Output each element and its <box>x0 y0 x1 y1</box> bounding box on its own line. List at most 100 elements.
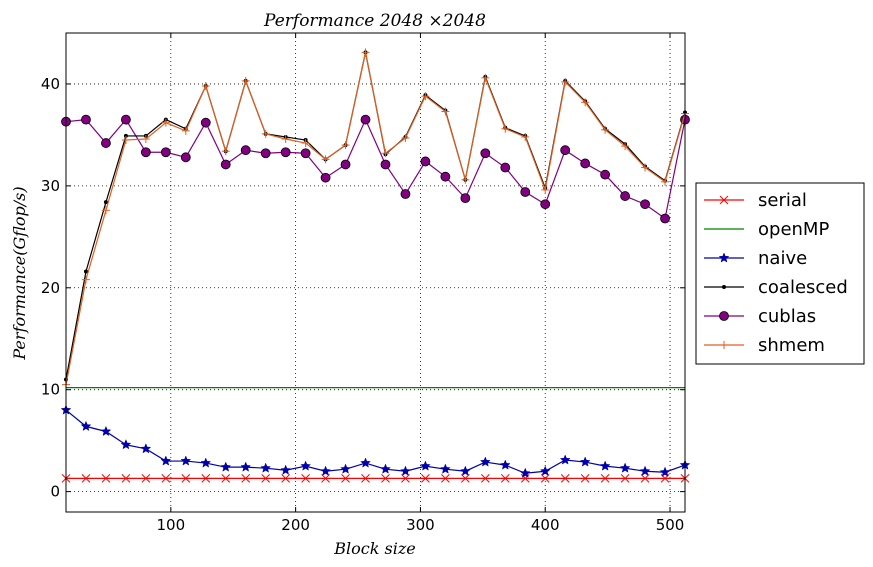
data-point-naive <box>300 460 312 471</box>
data-point-cublas <box>460 193 471 204</box>
marker-stroke <box>381 474 390 483</box>
data-point-naive <box>360 457 371 468</box>
data-point-naive <box>499 459 511 470</box>
marker-stroke <box>161 474 171 483</box>
legend-label: naive <box>758 248 807 269</box>
data-point-serial <box>461 474 470 483</box>
data-point-serial <box>81 474 91 483</box>
data-point-cublas <box>660 213 670 224</box>
data-point-serial <box>580 474 590 483</box>
data-point-naive <box>420 460 431 471</box>
legend-marker <box>718 252 730 263</box>
data-point-cublas <box>400 189 411 199</box>
legend-box <box>695 182 865 365</box>
data-point-naive <box>479 456 491 467</box>
legend-entry-coalesced: coalesced <box>704 277 848 298</box>
data-point-naive <box>340 463 351 474</box>
data-point-serial <box>181 474 191 483</box>
data-point-cublas <box>600 169 611 180</box>
data-point-naive <box>519 467 531 478</box>
data-point-shmem <box>201 81 210 90</box>
data-point-shmem <box>281 134 290 143</box>
data-point-coalesced <box>83 269 88 274</box>
legend-marker <box>719 195 729 205</box>
chart-title: Performance 2048 ×2048 <box>263 11 486 31</box>
legend-marker <box>719 311 729 321</box>
marker-stroke <box>141 474 151 483</box>
y-tick-label: 30 <box>41 177 60 195</box>
series-shmem <box>62 48 689 389</box>
data-point-cublas <box>260 148 271 159</box>
data-point-naive <box>559 454 571 465</box>
data-point-naive <box>180 455 192 466</box>
series-cublas <box>61 114 690 224</box>
legend-label: coalesced <box>758 277 848 298</box>
data-point-cublas <box>520 187 531 197</box>
legend-entry-openMP: openMP <box>704 219 829 240</box>
data-point-naive <box>140 443 152 454</box>
marker-stroke <box>480 474 490 483</box>
marker-stroke <box>201 474 211 483</box>
data-point-shmem <box>241 76 250 85</box>
data-point-serial <box>540 474 550 483</box>
legend-entry-shmem: shmem <box>704 335 825 356</box>
data-point-naive <box>80 420 92 431</box>
data-point-serial <box>161 474 171 483</box>
data-point-shmem <box>441 107 450 116</box>
data-point-serial <box>500 474 510 483</box>
legend: serial openMP naive coalesced cublas shmem <box>695 182 865 365</box>
marker-stroke <box>640 474 650 483</box>
data-point-naive <box>260 462 272 473</box>
marker-stroke <box>281 474 290 483</box>
data-point-coalesced <box>123 133 128 138</box>
data-point-serial <box>281 474 290 483</box>
data-point-shmem <box>261 129 270 138</box>
data-point-serial <box>321 474 330 483</box>
series-serial <box>61 474 690 483</box>
data-point-coalesced <box>103 200 108 205</box>
data-point-shmem <box>321 155 330 164</box>
data-point-serial <box>361 474 370 483</box>
data-point-shmem <box>641 163 650 172</box>
data-point-shmem <box>301 139 310 148</box>
data-point-naive <box>659 466 671 477</box>
data-point-shmem <box>121 136 130 145</box>
data-point-serial <box>441 474 450 483</box>
series-naive <box>60 404 691 478</box>
data-point-cublas <box>580 158 591 169</box>
marker-stroke <box>560 474 570 483</box>
data-point-serial <box>401 474 410 483</box>
y-tick-label: 20 <box>41 279 60 297</box>
data-point-cublas <box>300 148 311 159</box>
data-point-serial <box>600 474 610 483</box>
marker-stroke <box>101 474 111 483</box>
marker-stroke <box>361 474 370 483</box>
data-point-shmem <box>621 142 630 151</box>
data-point-naive <box>100 425 112 437</box>
data-point-shmem <box>461 175 470 184</box>
data-point-naive <box>599 460 611 471</box>
data-point-shmem <box>181 126 190 135</box>
marker-stroke <box>441 474 450 483</box>
data-point-cublas <box>121 114 131 125</box>
data-point-shmem <box>341 141 350 150</box>
data-point-serial <box>141 474 151 483</box>
data-point-cublas <box>200 117 211 128</box>
marker-stroke <box>500 474 510 483</box>
plot-frame <box>65 32 686 513</box>
legend-marker <box>722 285 726 289</box>
data-point-naive <box>160 455 172 466</box>
data-point-shmem <box>481 73 490 82</box>
marker-stroke <box>401 474 410 483</box>
marker-stroke <box>719 195 729 205</box>
data-point-serial <box>301 474 310 483</box>
data-point-cublas <box>500 162 511 173</box>
marker-stroke <box>620 474 630 483</box>
marker-stroke <box>261 474 271 483</box>
data-point-cublas <box>220 159 231 170</box>
data-point-naive <box>539 465 551 476</box>
marker-stroke <box>221 474 231 483</box>
data-point-naive <box>280 464 292 475</box>
marker-stroke <box>321 474 330 483</box>
y-tick-label: 0 <box>50 483 60 501</box>
